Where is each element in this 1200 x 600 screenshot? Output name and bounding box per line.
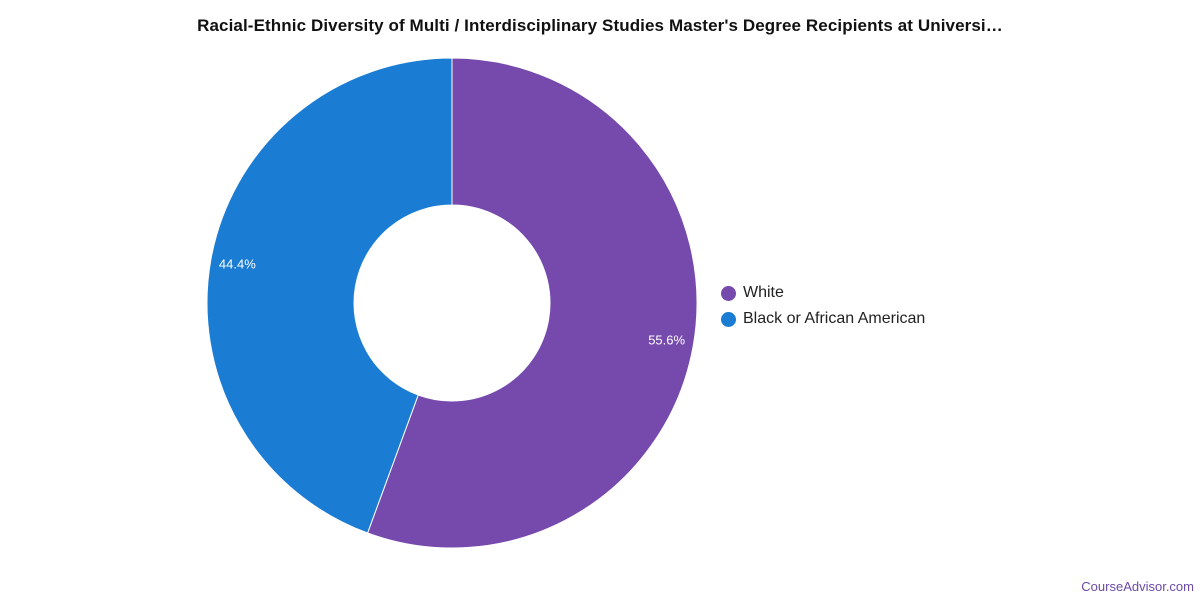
slice-black-or-african-american[interactable] [206,57,453,534]
data-label-white: 55.6% [648,333,685,348]
legend-label-black-or-african-american: Black or African American [743,310,926,327]
legend-label-white: White [743,284,784,301]
legend-swatch-black-or-african-american [721,311,736,327]
legend: White Black or African American [721,280,925,332]
slice-white[interactable] [366,57,698,549]
legend-item-white[interactable]: White [721,280,925,306]
legend-swatch-white [721,285,736,301]
legend-item-black-or-african-american[interactable]: Black or African American [721,306,925,332]
chart-title: Racial-Ethnic Diversity of Multi / Inter… [197,16,1003,35]
footer-credit[interactable]: CourseAdvisor.com [1081,579,1194,594]
data-label-black-or-african-american: 44.4% [219,256,256,271]
